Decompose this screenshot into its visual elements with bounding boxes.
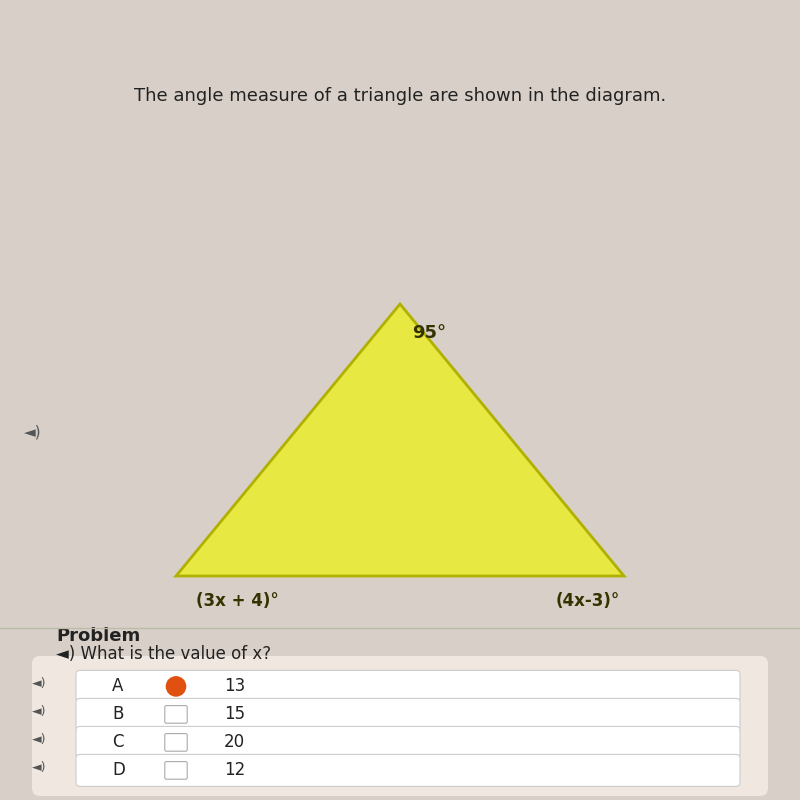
Text: 15: 15 [224, 706, 245, 723]
Text: ◄): ◄) [32, 706, 46, 718]
Text: ◄): ◄) [32, 762, 46, 774]
FancyBboxPatch shape [76, 698, 740, 730]
Polygon shape [176, 304, 624, 576]
Text: Problem: Problem [56, 627, 140, 645]
Text: 12: 12 [224, 762, 246, 779]
Text: 20: 20 [224, 734, 245, 751]
Text: A: A [112, 678, 123, 695]
Text: 13: 13 [224, 678, 246, 695]
Text: The angle measure of a triangle are shown in the diagram.: The angle measure of a triangle are show… [134, 87, 666, 105]
Text: ◄): ◄) [32, 678, 46, 690]
FancyBboxPatch shape [165, 734, 187, 751]
Text: ◄): ◄) [32, 734, 46, 746]
FancyBboxPatch shape [32, 656, 768, 796]
FancyBboxPatch shape [76, 754, 740, 786]
Text: ◄): ◄) [24, 425, 42, 439]
FancyBboxPatch shape [76, 726, 740, 758]
FancyBboxPatch shape [76, 670, 740, 702]
Text: D: D [112, 762, 125, 779]
Text: 95°: 95° [412, 324, 446, 342]
Text: C: C [112, 734, 123, 751]
Text: B: B [112, 706, 123, 723]
Text: ◄) What is the value of x?: ◄) What is the value of x? [56, 645, 271, 662]
FancyBboxPatch shape [165, 762, 187, 779]
Text: (4x-3)°: (4x-3)° [556, 592, 620, 610]
FancyBboxPatch shape [165, 706, 187, 723]
Text: (3x + 4)°: (3x + 4)° [196, 592, 278, 610]
Circle shape [166, 677, 186, 696]
